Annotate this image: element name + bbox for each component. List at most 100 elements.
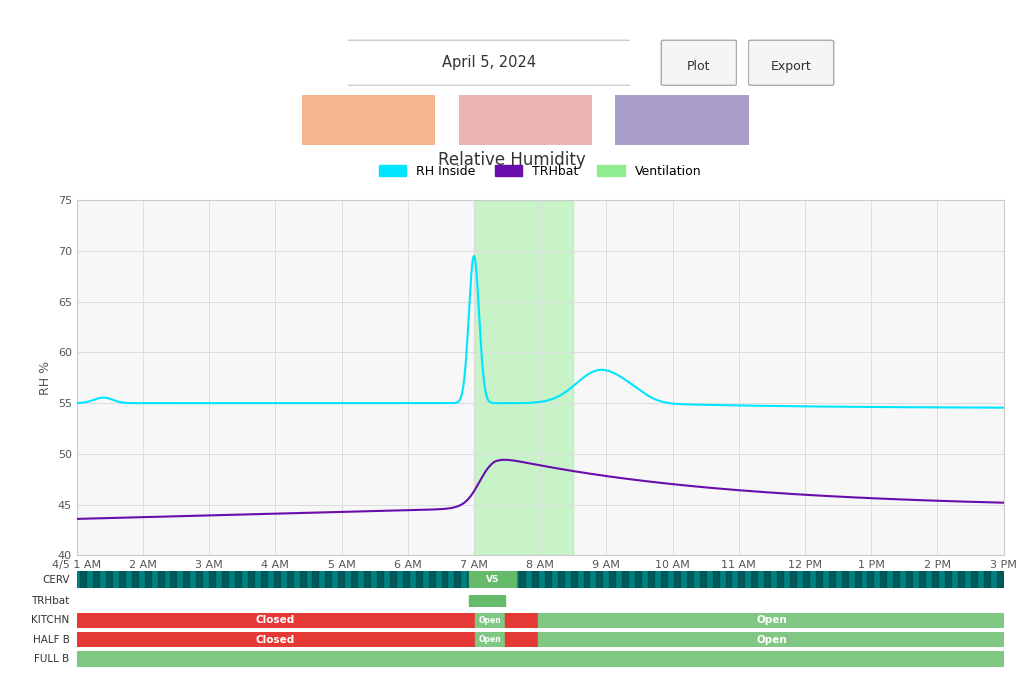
FancyBboxPatch shape <box>342 40 635 86</box>
Bar <box>932 571 938 588</box>
Bar <box>132 571 137 588</box>
Bar <box>475 613 505 628</box>
Bar <box>287 571 293 588</box>
FancyBboxPatch shape <box>749 40 834 86</box>
Bar <box>828 571 835 588</box>
Bar <box>803 571 809 588</box>
Bar <box>222 571 228 588</box>
Bar <box>402 571 409 588</box>
Bar <box>365 571 370 588</box>
Bar <box>183 571 189 588</box>
Bar <box>920 571 925 588</box>
FancyBboxPatch shape <box>662 40 736 86</box>
Bar <box>570 571 577 588</box>
Legend: RH Inside, TRHbat, Ventilation: RH Inside, TRHbat, Ventilation <box>374 160 707 183</box>
Y-axis label: RH %: RH % <box>39 361 52 395</box>
Bar <box>273 571 280 588</box>
Bar <box>945 571 951 588</box>
Bar <box>881 571 887 588</box>
FancyBboxPatch shape <box>294 93 443 147</box>
Text: CERV: CERV <box>42 575 70 584</box>
Bar <box>158 571 164 588</box>
Text: KITCHN: KITCHN <box>32 615 70 625</box>
Bar <box>338 571 344 588</box>
Text: VS: VS <box>485 575 500 584</box>
FancyBboxPatch shape <box>451 93 600 147</box>
Bar <box>77 613 475 628</box>
Bar <box>713 571 719 588</box>
Bar <box>469 595 505 607</box>
Bar <box>609 571 615 588</box>
Bar <box>674 571 680 588</box>
Bar <box>416 571 422 588</box>
Bar <box>635 571 641 588</box>
Bar <box>519 571 525 588</box>
Bar <box>725 571 731 588</box>
Bar <box>80 571 86 588</box>
Bar <box>455 571 461 588</box>
Bar <box>660 571 667 588</box>
Bar <box>539 632 1004 647</box>
Text: Relative Humidity: Relative Humidity <box>438 151 586 169</box>
Bar <box>505 613 539 628</box>
Bar <box>855 571 860 588</box>
Bar <box>867 571 873 588</box>
Text: FULL B: FULL B <box>35 654 70 664</box>
Bar <box>531 571 538 588</box>
Bar <box>377 571 383 588</box>
Bar <box>971 571 977 588</box>
Bar <box>300 571 305 588</box>
Bar <box>209 571 215 588</box>
Bar <box>480 571 486 588</box>
Text: HALF B: HALF B <box>33 635 70 644</box>
Bar <box>777 571 783 588</box>
Bar <box>312 571 318 588</box>
Bar <box>429 571 434 588</box>
Bar <box>93 571 99 588</box>
Bar <box>842 571 848 588</box>
Bar <box>170 571 176 588</box>
Bar <box>984 571 989 588</box>
Bar <box>119 571 125 588</box>
Bar <box>996 571 1002 588</box>
Text: Open: Open <box>478 635 501 644</box>
Text: Export: Export <box>771 60 811 73</box>
Bar <box>144 571 151 588</box>
Bar <box>506 571 512 588</box>
Bar <box>390 571 396 588</box>
Bar <box>77 632 475 647</box>
Bar <box>545 571 551 588</box>
Text: Plot: Plot <box>687 60 711 73</box>
Bar <box>623 571 628 588</box>
Bar <box>494 571 499 588</box>
Bar <box>791 571 796 588</box>
Bar <box>539 613 1004 628</box>
FancyBboxPatch shape <box>607 93 757 147</box>
Bar <box>197 571 202 588</box>
Bar <box>764 571 770 588</box>
Bar <box>752 571 758 588</box>
Bar <box>105 571 112 588</box>
Bar <box>648 571 654 588</box>
Text: TRHbat: TRHbat <box>32 596 70 606</box>
Bar <box>816 571 822 588</box>
Bar <box>469 571 516 588</box>
Bar <box>351 571 357 588</box>
Bar <box>596 571 602 588</box>
Bar <box>699 571 706 588</box>
Bar <box>906 571 912 588</box>
Bar <box>441 571 447 588</box>
Text: Open: Open <box>757 615 787 625</box>
Bar <box>475 632 505 647</box>
Text: Closed: Closed <box>256 635 295 644</box>
Bar <box>687 571 693 588</box>
Bar <box>467 571 473 588</box>
Bar <box>738 571 744 588</box>
Bar <box>957 571 964 588</box>
Bar <box>505 632 539 647</box>
Text: Open: Open <box>478 615 501 625</box>
Bar <box>326 571 332 588</box>
Bar <box>893 571 899 588</box>
Text: Open: Open <box>757 635 787 644</box>
Bar <box>584 571 590 588</box>
